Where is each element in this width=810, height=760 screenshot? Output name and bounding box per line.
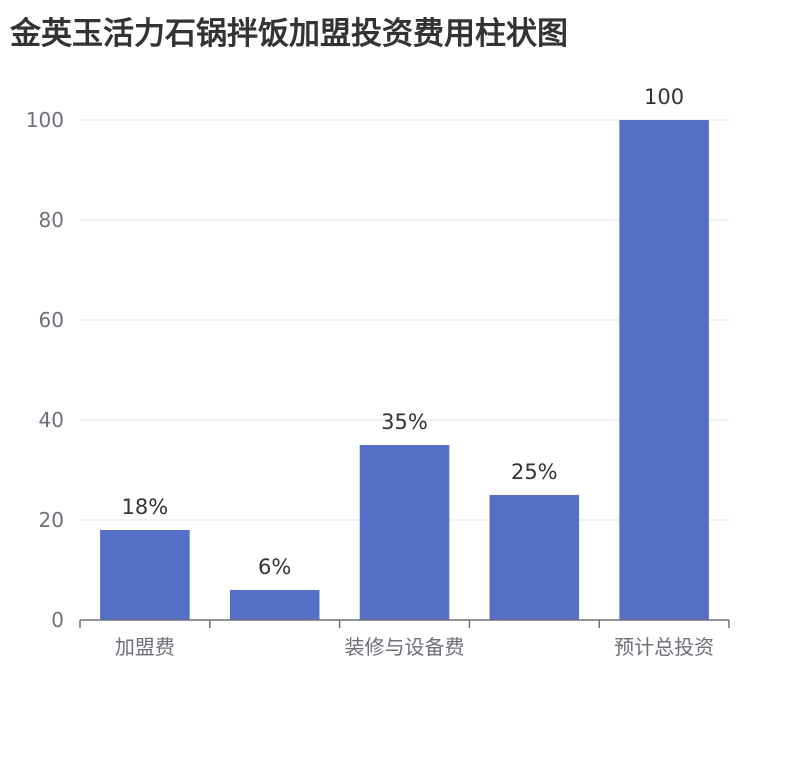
y-tick-label: 60 <box>39 308 64 332</box>
data-label: 25% <box>511 460 558 484</box>
data-label: 100 <box>644 85 684 109</box>
y-tick-label: 100 <box>26 108 64 132</box>
bars <box>100 120 709 620</box>
y-tick-label: 20 <box>39 508 64 532</box>
data-labels: 18% 6% 35% 25% 100 <box>122 85 685 579</box>
data-label: 6% <box>258 555 291 579</box>
x-tick-label: 加盟费 <box>115 635 175 659</box>
y-tick-label: 80 <box>39 208 64 232</box>
x-axis-ticks: 加盟费 装修与设备费 预计总投资 <box>115 635 714 659</box>
bar <box>489 495 580 620</box>
x-tick-label: 装修与设备费 <box>345 635 465 659</box>
data-label: 18% <box>122 495 169 519</box>
y-tick-label: 40 <box>39 408 64 432</box>
y-tick-label: 0 <box>51 608 64 632</box>
x-tick-label: 预计总投资 <box>614 635 714 659</box>
data-label: 35% <box>381 410 428 434</box>
bar <box>359 445 450 620</box>
x-axis <box>79 619 730 628</box>
bar <box>100 530 190 620</box>
bar <box>619 120 709 620</box>
bar <box>229 590 320 620</box>
chart-title: 金英玉活力石锅拌饭加盟投资费用柱状图 <box>10 16 568 52</box>
y-axis-ticks: 0 20 40 60 80 100 <box>26 108 64 632</box>
